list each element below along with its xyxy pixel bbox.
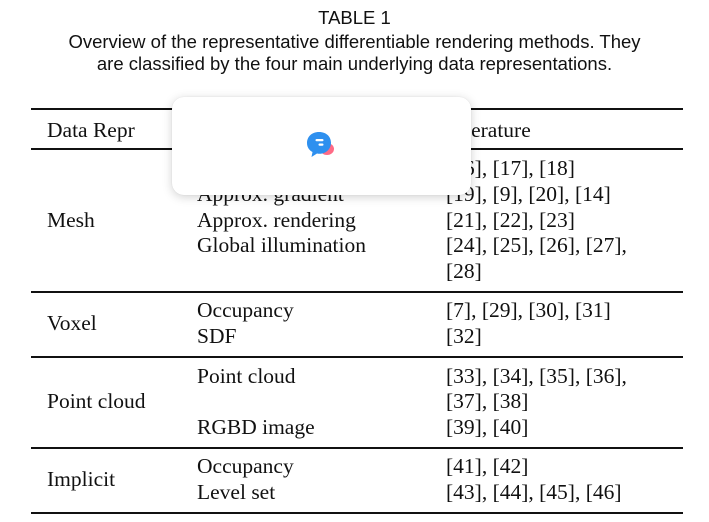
voxel-refs-line-1: [7], [29], [30], [31] [446,298,611,322]
voxel-method-occupancy: Occupancy [197,298,294,322]
section-rule-voxel [31,356,683,358]
header-data-repr: Data Repr [47,118,135,142]
mesh-method-global-illumination: Global illumination [197,233,366,257]
row-label-point-cloud: Point cloud [47,389,146,413]
chat-bubble-logo-icon[interactable] [305,130,337,160]
implicit-method-occupancy: Occupancy [197,454,294,478]
row-label-mesh: Mesh [47,208,95,232]
implicit-refs-line-2: [43], [44], [45], [46] [446,480,622,504]
caption-label: TABLE 1 [318,7,391,28]
section-rule-mesh [31,291,683,293]
point-cloud-refs-line-3: [39], [40] [446,415,529,439]
caption-line-2: are classified by the four main underlyi… [96,53,613,74]
mesh-refs-line-4: [24], [25], [26], [27], [446,233,627,257]
voxel-refs-line-2: [32] [446,324,482,348]
row-label-implicit: Implicit [47,467,116,491]
mesh-method-approx-rendering: Approx. rendering [197,208,356,232]
overlay-popup[interactable] [172,97,471,195]
point-cloud-refs-line-1: [33], [34], [35], [36], [446,364,627,388]
mesh-refs-line-3: [21], [22], [23] [446,208,575,232]
caption-line-1: Overview of the representative different… [68,31,641,52]
point-cloud-refs-line-2: [37], [38] [446,389,529,413]
point-cloud-method-point-cloud: Point cloud [197,364,296,388]
mesh-refs-line-5: [28] [446,259,482,283]
section-rule-point-cloud [31,447,683,449]
row-label-voxel: Voxel [47,311,97,335]
mesh-refs-line-2: [19], [9], [20], [14] [446,182,611,206]
voxel-method-sdf: SDF [197,324,237,348]
bottom-rule [31,512,683,514]
implicit-method-level-set: Level set [197,480,276,504]
point-cloud-method-rgbd-image: RGBD image [197,415,315,439]
implicit-refs-line-1: [41], [42] [446,454,529,478]
